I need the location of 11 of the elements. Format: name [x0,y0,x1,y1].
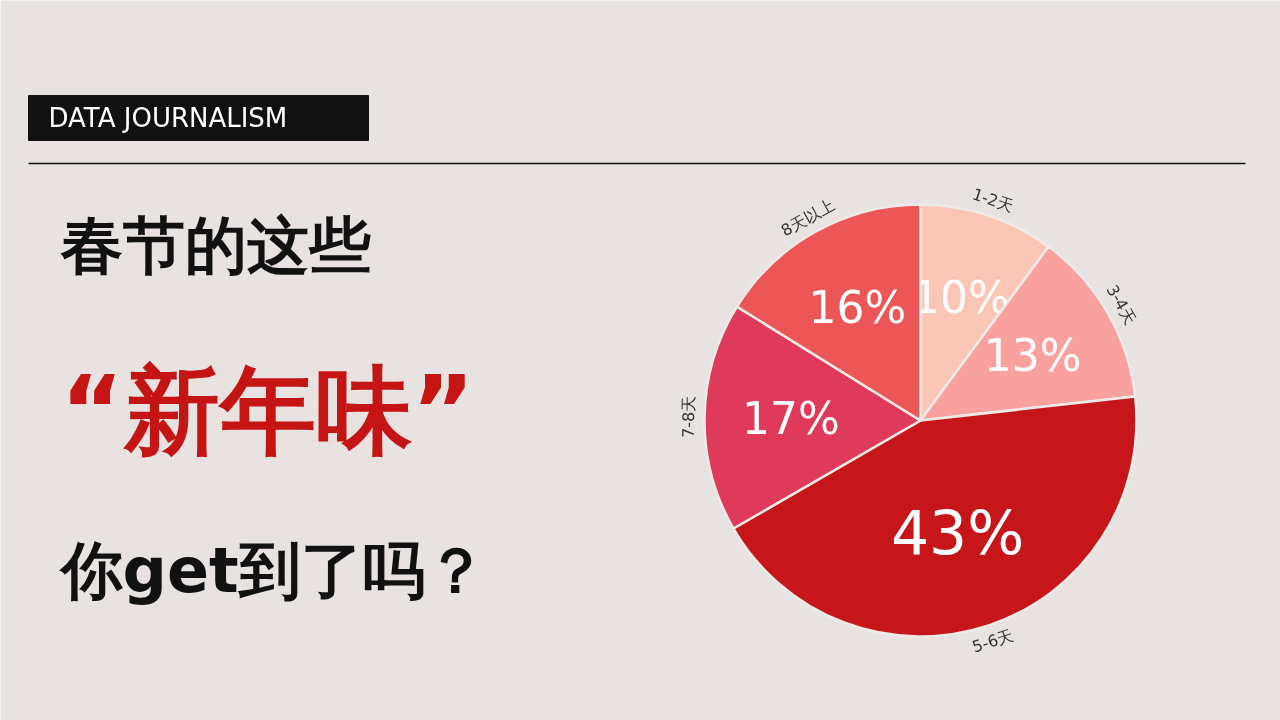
data-label: 43% [890,498,1025,569]
slice-label: 3-4天 [1102,281,1141,328]
slice-label: 8天以上 [777,195,838,241]
slice-label: 7-8天 [678,395,699,439]
data-label: 16% [808,281,907,333]
slice-label: 1-2天 [969,184,1016,216]
slice-label: 5-6天 [969,625,1016,657]
data-label: 17% [742,392,840,444]
text: DATA JOURNALISM [48,102,288,133]
text: 春节的这些 “新年味” 你get到了吗？ [57,209,487,607]
data-label: 13% [983,330,1082,382]
